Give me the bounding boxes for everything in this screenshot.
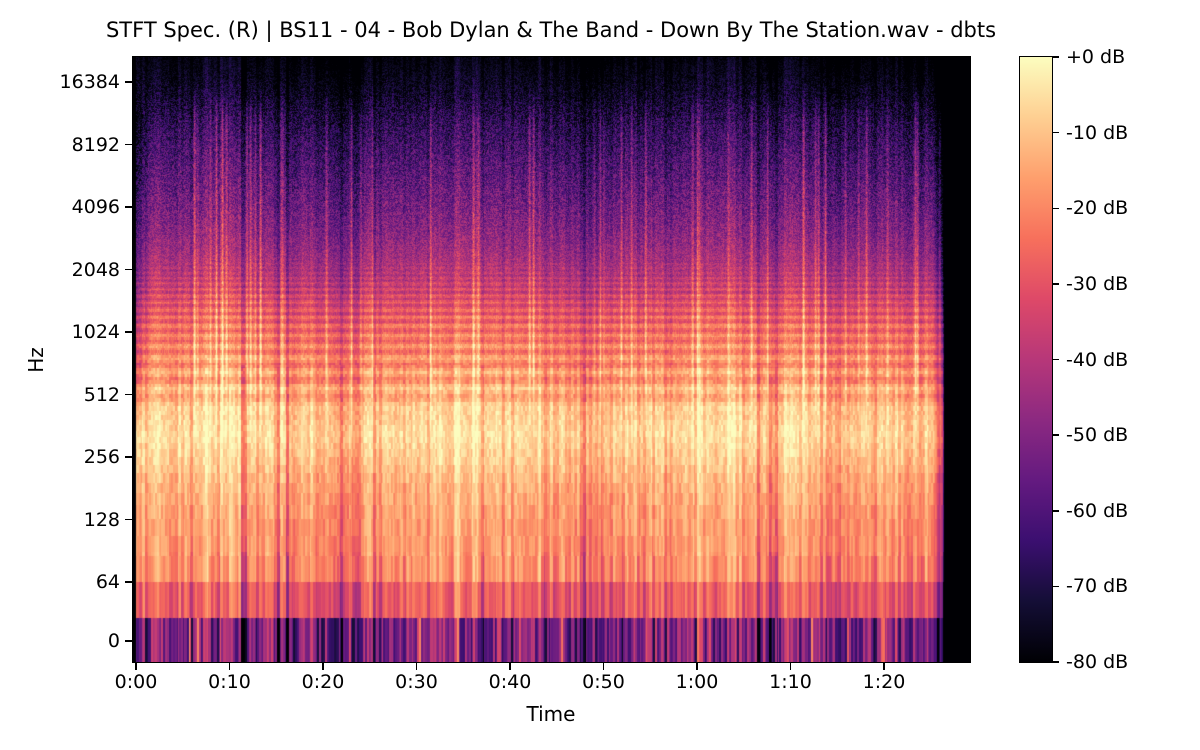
y-tick-mark bbox=[125, 206, 132, 208]
x-tick-label: 0:40 bbox=[488, 671, 532, 693]
colorbar-tick-mark bbox=[1053, 585, 1059, 588]
colorbar-tick-mark bbox=[1053, 510, 1059, 512]
y-tick-label: 256 bbox=[83, 446, 120, 468]
y-axis-label: Hz bbox=[24, 347, 48, 373]
colorbar-tick-label: -70 dB bbox=[1066, 575, 1129, 598]
x-tick-mark bbox=[789, 663, 792, 670]
y-tick-label: 512 bbox=[83, 383, 120, 406]
x-tick-label: 1:00 bbox=[675, 671, 719, 693]
chart-title: STFT Spec. (R) | BS11 - 04 - Bob Dylan &… bbox=[105, 18, 997, 42]
y-tick-mark bbox=[125, 518, 132, 521]
y-tick-label: 16384 bbox=[59, 71, 120, 93]
spectrogram-heatmap bbox=[133, 57, 970, 662]
x-tick-label: 0:20 bbox=[301, 671, 345, 693]
x-tick-mark bbox=[228, 663, 231, 670]
colorbar-tick-mark bbox=[1053, 56, 1059, 58]
x-tick-label: 0:30 bbox=[395, 671, 438, 693]
colorbar-tick-label: -30 dB bbox=[1066, 272, 1129, 295]
colorbar-tick-label: -40 dB bbox=[1066, 348, 1129, 371]
y-tick-label: 2048 bbox=[71, 258, 120, 281]
x-tick-label: 0:50 bbox=[582, 671, 625, 693]
colorbar-tick-mark bbox=[1053, 131, 1059, 134]
x-tick-mark bbox=[602, 663, 605, 670]
colorbar-tick-mark bbox=[1053, 661, 1059, 663]
x-tick-label: 1:20 bbox=[862, 671, 906, 693]
y-tick-label: 8192 bbox=[71, 133, 120, 156]
plot-area bbox=[132, 56, 971, 663]
y-tick-label: 128 bbox=[83, 508, 120, 531]
colorbar-tick-mark bbox=[1053, 207, 1059, 209]
y-tick-mark bbox=[125, 81, 132, 83]
x-tick-label: 1:10 bbox=[769, 671, 812, 693]
colorbar-tick-label: -80 dB bbox=[1066, 651, 1129, 673]
x-tick-mark bbox=[696, 663, 698, 670]
colorbar-tick-label: -10 dB bbox=[1066, 121, 1129, 144]
y-tick-mark bbox=[125, 640, 132, 642]
y-tick-mark bbox=[125, 393, 132, 396]
y-tick-label: 64 bbox=[95, 571, 120, 593]
y-tick-mark bbox=[125, 581, 132, 583]
colorbar-gradient bbox=[1019, 56, 1053, 663]
y-tick-mark bbox=[125, 268, 132, 271]
x-tick-mark bbox=[322, 663, 324, 670]
y-tick-mark bbox=[125, 456, 132, 458]
colorbar-tick-mark bbox=[1053, 434, 1059, 436]
colorbar-tick-label: -20 dB bbox=[1066, 197, 1129, 220]
x-tick-label: 0:00 bbox=[114, 671, 158, 693]
y-tick-label: 1024 bbox=[71, 321, 120, 343]
colorbar-tick-mark bbox=[1053, 283, 1059, 285]
x-tick-mark bbox=[415, 663, 418, 670]
y-tick-mark bbox=[125, 143, 132, 146]
colorbar-tick-label: -60 dB bbox=[1066, 499, 1129, 522]
x-tick-mark bbox=[509, 663, 511, 670]
x-axis-label: Time bbox=[526, 702, 576, 726]
y-tick-label: 4096 bbox=[71, 196, 120, 218]
colorbar-tick-label: -50 dB bbox=[1066, 424, 1129, 447]
y-tick-mark bbox=[125, 331, 132, 333]
y-tick-label: 0 bbox=[107, 630, 120, 652]
x-tick-label: 0:10 bbox=[208, 671, 251, 693]
colorbar-tick-mark bbox=[1053, 358, 1059, 361]
x-tick-mark bbox=[883, 663, 885, 670]
x-tick-mark bbox=[135, 663, 137, 670]
colorbar-tick-label: +0 dB bbox=[1066, 46, 1126, 68]
